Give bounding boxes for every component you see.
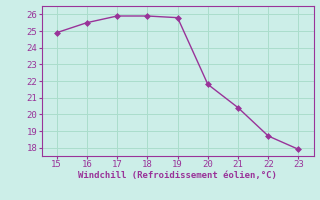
X-axis label: Windchill (Refroidissement éolien,°C): Windchill (Refroidissement éolien,°C) <box>78 171 277 180</box>
